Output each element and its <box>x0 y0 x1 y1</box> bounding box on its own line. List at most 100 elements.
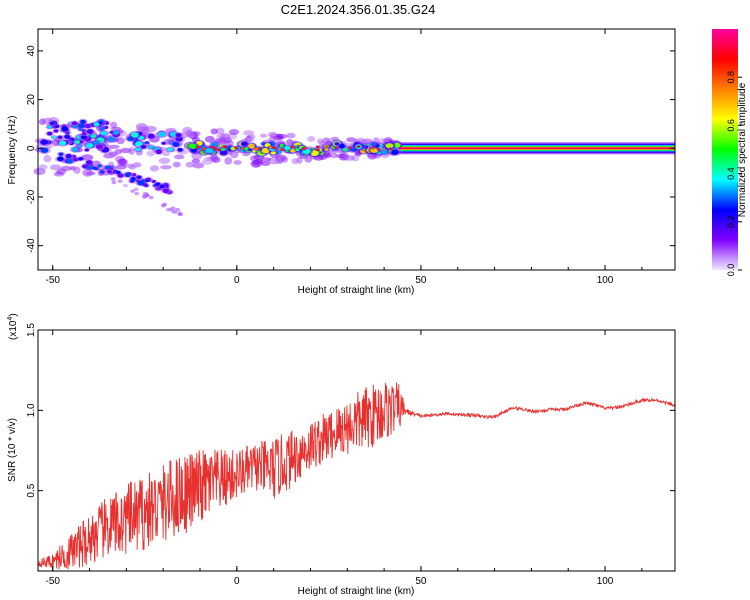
snr-x-ticks: -50 0 50 100 <box>46 330 643 587</box>
spectral-blob <box>40 139 49 145</box>
spectral-blob <box>100 131 108 136</box>
spectral-blob <box>77 144 82 148</box>
spectral-haze <box>177 212 183 217</box>
spectral-blob <box>97 164 102 168</box>
spectral-haze <box>130 189 136 193</box>
spectral-blob <box>279 143 285 148</box>
spectral-blob <box>59 140 67 146</box>
spectral-blob <box>47 125 52 129</box>
spectral-haze <box>192 162 205 169</box>
spectral-haze <box>148 195 154 200</box>
spectral-haze <box>343 155 355 161</box>
snr-scale-close: ) <box>8 313 19 316</box>
spectral-blob <box>240 147 245 151</box>
spectral-haze <box>73 166 81 174</box>
colorbar-tick-label: 0.4 <box>726 167 736 180</box>
spectral-haze <box>175 207 181 212</box>
spectral-blob <box>162 188 170 194</box>
spectral-blob <box>324 148 329 151</box>
spectral-blob <box>217 148 221 152</box>
spectral-blob <box>113 130 119 135</box>
spectral-haze <box>160 203 166 208</box>
spectral-blob <box>175 132 182 138</box>
spectral-blob <box>52 135 57 139</box>
spectral-blob <box>158 131 166 137</box>
spectral-blob <box>80 134 88 140</box>
snr-scale-prefix: (x10 <box>8 320 19 340</box>
spectral-blob <box>303 146 308 150</box>
spectral-blob <box>131 132 139 138</box>
snr-x-tick-label: 0 <box>234 576 240 587</box>
spectral-blob <box>124 172 131 177</box>
snr-scale-label: (x104) <box>7 313 19 340</box>
spectral-blob <box>93 140 100 145</box>
spectrogram-x-ticks: -50 0 50 100 <box>46 29 643 286</box>
spectral-haze <box>110 177 116 181</box>
spectral-blob <box>391 149 399 155</box>
spectral-blob <box>61 126 69 132</box>
spectral-blob <box>284 145 291 151</box>
spectral-haze <box>182 126 193 134</box>
spectral-haze <box>307 135 316 142</box>
spectral-blob <box>115 170 121 175</box>
spectral-haze <box>267 131 278 138</box>
spectral-haze <box>162 150 171 157</box>
spectral-blob <box>161 141 166 145</box>
spectral-blob <box>106 169 112 174</box>
spectral-haze <box>132 161 142 168</box>
spectral-haze <box>120 147 132 154</box>
spectral-haze <box>165 207 171 212</box>
spectral-blob <box>57 135 63 140</box>
spectrogram-x-tick-label: 0 <box>234 275 240 286</box>
ridge-band <box>398 147 675 150</box>
colorbar-tick-label: 0.8 <box>726 71 736 84</box>
spectral-blob <box>280 148 284 151</box>
snr-scale-exponent: 4 <box>7 317 14 321</box>
spectral-blob <box>66 158 73 164</box>
spectral-haze <box>260 133 268 138</box>
spectral-blob <box>197 145 201 149</box>
spectral-haze <box>110 121 118 129</box>
spectrogram-y-tick-label: 20 <box>26 94 37 106</box>
spectrogram-y-tick-label: 40 <box>26 45 37 57</box>
spectral-haze <box>330 153 338 159</box>
spectrogram-ylabel: Frequency (Hz) <box>7 116 18 185</box>
spectral-blob <box>356 145 361 148</box>
spectral-haze <box>82 168 93 177</box>
spectral-blob <box>159 184 166 189</box>
spectral-blob <box>348 146 353 150</box>
spectral-blob <box>334 146 338 149</box>
spectrogram-x-tick-label: 100 <box>597 275 614 286</box>
spectral-blob <box>84 148 89 152</box>
spectral-blob <box>315 148 320 152</box>
spectral-blob <box>145 179 150 183</box>
colorbar-label: Normalized spectral amplitude <box>737 82 748 217</box>
spectral-blob <box>71 147 79 152</box>
chart-title: C2E1.2024.356.01.35.G24 <box>281 2 436 17</box>
spectral-haze <box>50 164 62 171</box>
spectral-blob <box>49 121 55 126</box>
spectral-blob <box>172 142 180 148</box>
spectrogram-xlabel: Height of straight line (km) <box>298 285 415 296</box>
spectral-blob <box>223 145 228 148</box>
spectral-blob <box>388 147 393 151</box>
spectral-haze <box>38 164 48 170</box>
colorbar: 0.0 0.2 0.4 0.6 0.8 Normalized spectral ampl… <box>712 29 748 276</box>
snr-x-tick-label: -50 <box>46 576 61 587</box>
snr-y-tick-label: 1.0 <box>26 403 37 417</box>
spectral-blob <box>324 145 329 148</box>
spectral-blob <box>100 170 105 174</box>
spectral-haze <box>158 157 171 164</box>
colorbar-tick-label: 0.2 <box>726 216 736 229</box>
spectral-haze <box>53 171 65 177</box>
spectral-haze <box>218 137 227 145</box>
spectral-blob <box>155 149 163 155</box>
spectral-haze <box>136 126 148 133</box>
spectral-blob <box>58 152 64 156</box>
spectral-blob <box>91 134 97 138</box>
spectral-haze <box>228 128 240 136</box>
spectrogram-frame <box>37 28 676 271</box>
spectral-haze <box>146 150 156 157</box>
colorbar-tick-label: 0.0 <box>726 264 736 277</box>
spectral-blob <box>140 144 147 149</box>
